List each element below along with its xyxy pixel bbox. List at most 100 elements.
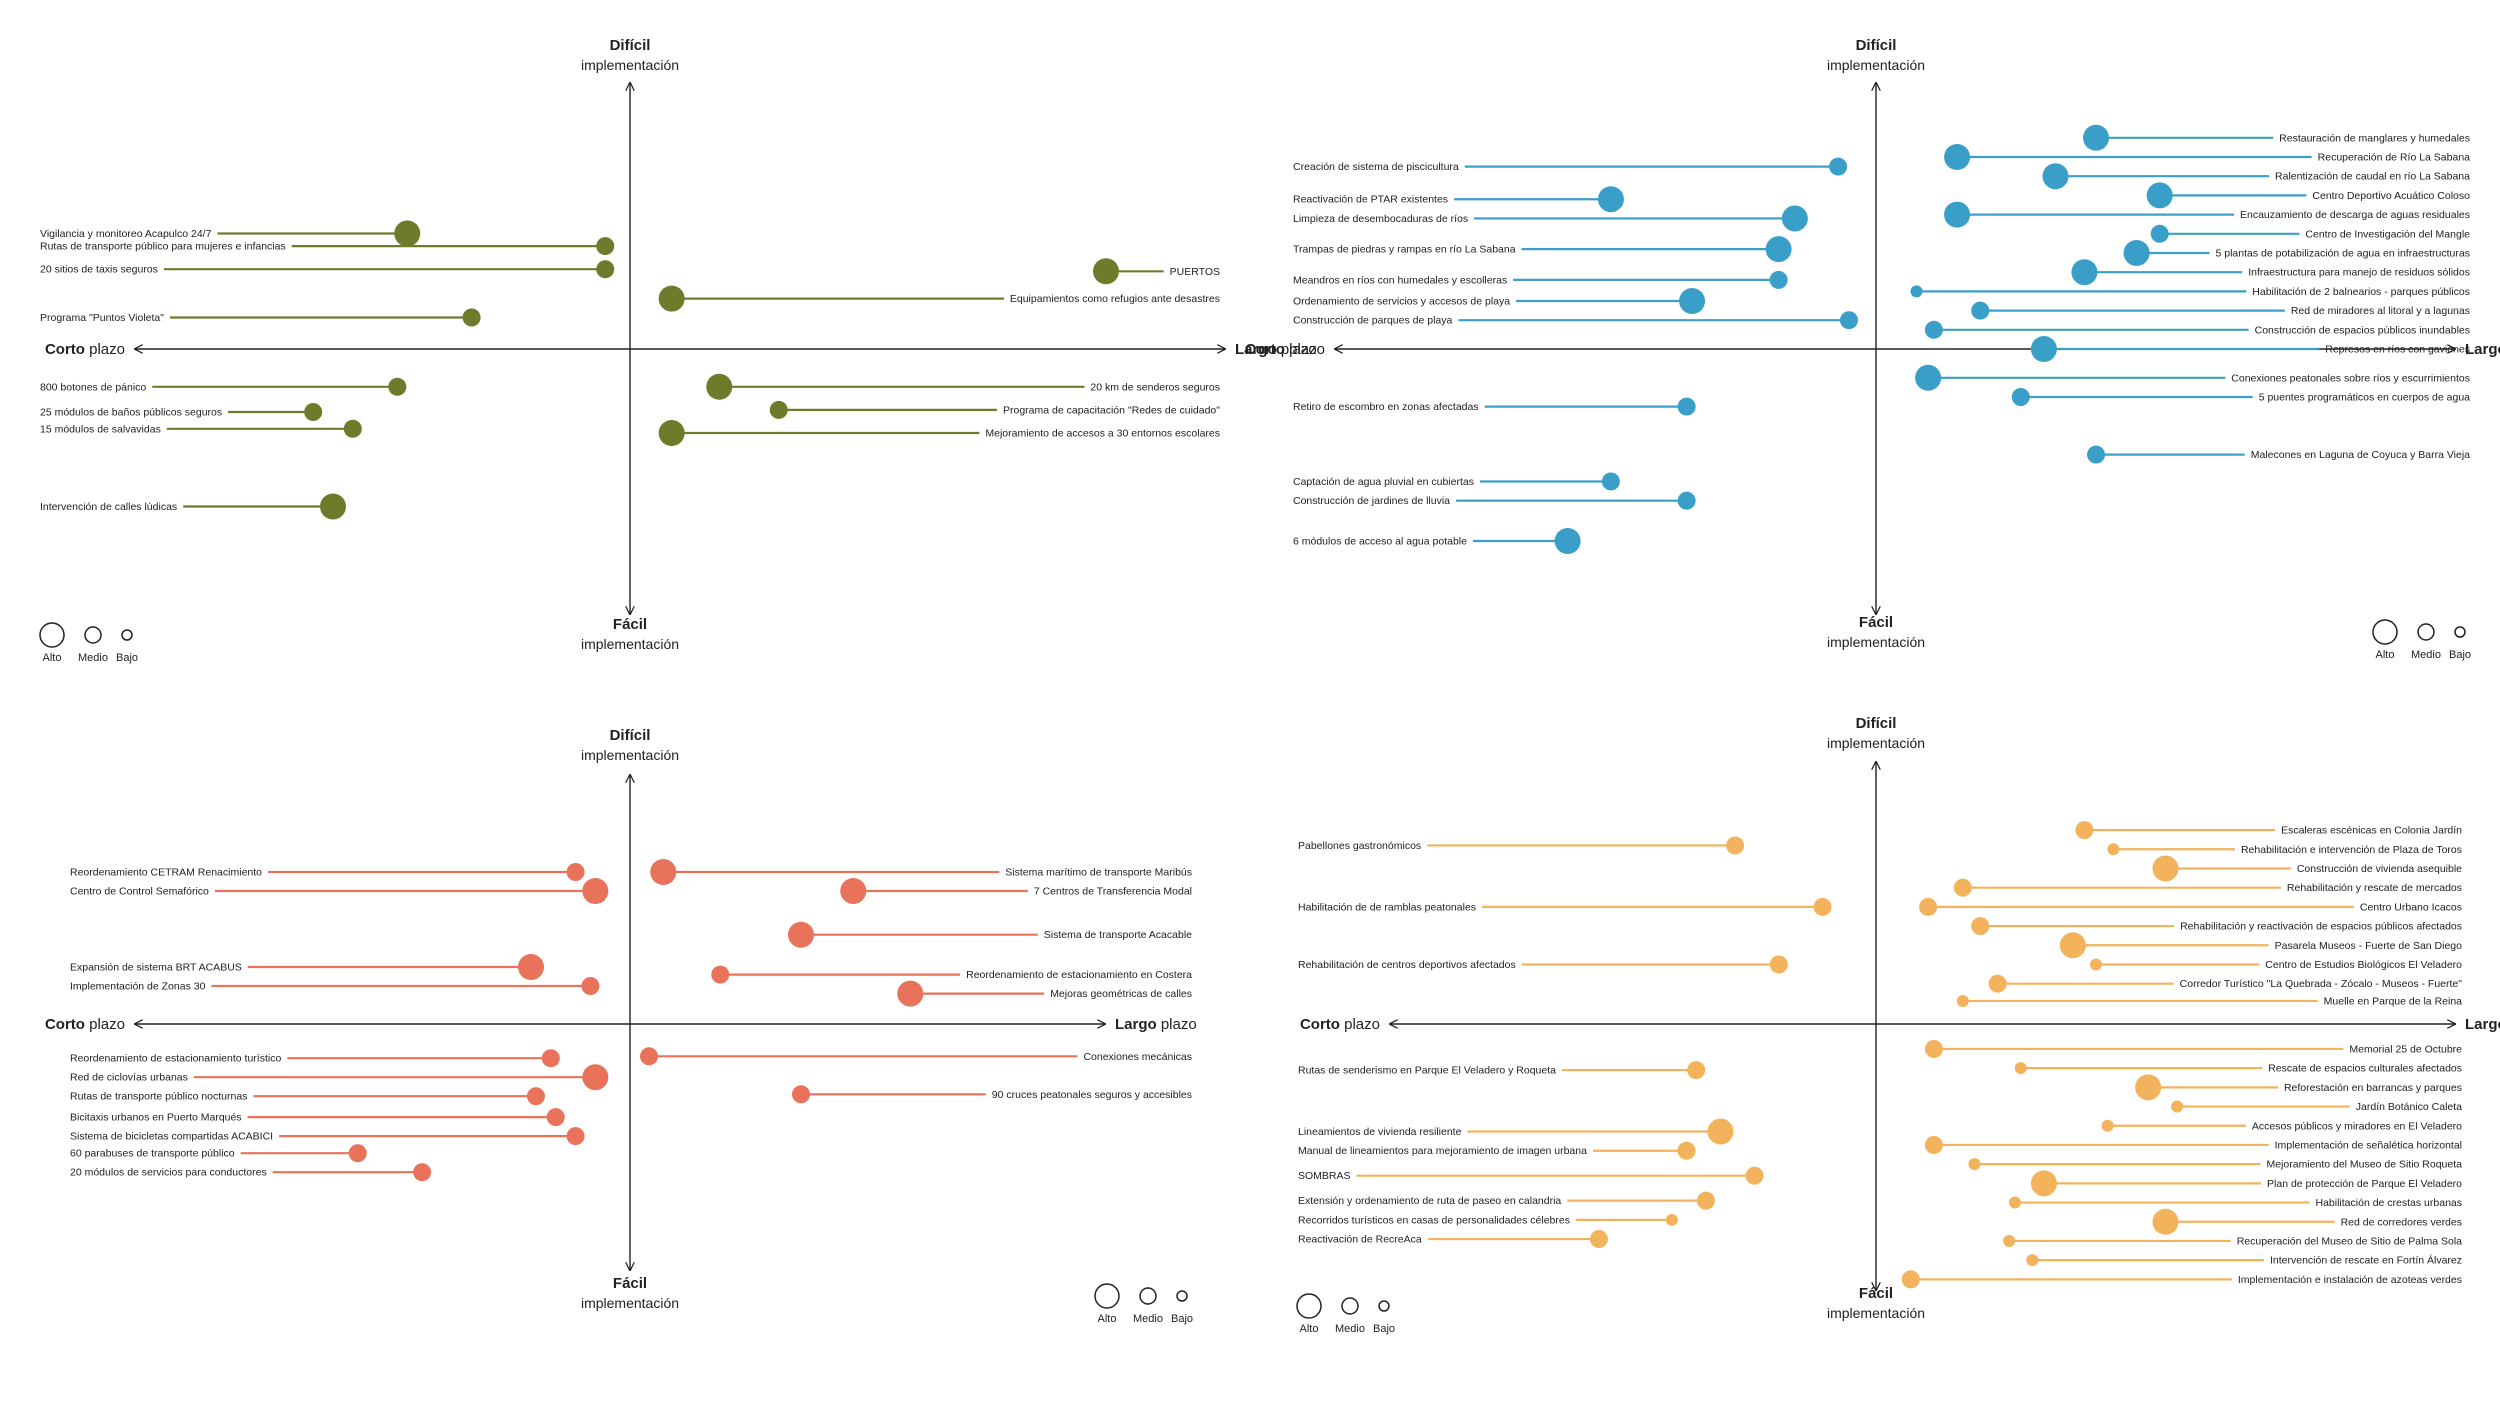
chart-panel-verde: Difícil implementación Fácil implementación… [39, 37, 1317, 664]
impact-bubble-medio [1924, 1039, 1943, 1058]
initiative-label: 800 botones de pánico [40, 381, 146, 393]
initiative-label: Centro Deportivo Acuático Coloso [2312, 190, 2470, 202]
axis-label-top: Difícil [610, 727, 651, 744]
initiative-label: Rutas de senderismo en Parque El Velader… [1298, 1065, 1556, 1077]
axis-label-left: Corto plazo [1245, 341, 1325, 358]
initiative-item: Ordenamiento de servicios y accesos de p… [1293, 288, 1706, 314]
initiative-item: Pasarela Museos - Fuerte de San Diego [2059, 932, 2462, 959]
initiative-label: Centro Urbano Icacos [2360, 901, 2462, 913]
initiative-label: 25 módulos de baños públicos seguros [40, 407, 222, 419]
initiative-label: Sistema marítimo de transporte Maribús [1005, 867, 1192, 879]
initiative-item: Reordenamiento de estacionamiento turíst… [70, 1049, 560, 1068]
initiative-item: Construcción de parques de playa [1293, 311, 1858, 330]
impact-bubble-alto [582, 1064, 609, 1091]
initiative-label: Meandros en ríos con humedales y escolle… [1293, 274, 1507, 286]
axis-label-left: Corto plazo [45, 341, 125, 358]
impact-bubble-medio [388, 377, 407, 396]
initiative-item: Centro Urbano Icacos [1919, 897, 2462, 916]
impact-bubble-alto [1707, 1118, 1734, 1145]
initiative-label: Rehabilitación de centros deportivos afe… [1298, 959, 1516, 971]
initiative-item: Implementación de Zonas 30 [70, 977, 600, 995]
legend-label: Alto [1300, 1323, 1319, 1335]
impact-bubble-medio [596, 237, 615, 256]
impact-bubble-bajo [2090, 958, 2103, 971]
initiative-label: Escaleras escénicas en Colonia Jardín [2281, 825, 2462, 837]
initiative-label: Memorial 25 de Octubre [2349, 1043, 2462, 1055]
legend-circle-alto [2372, 619, 2398, 645]
impact-bubble-bajo [2101, 1119, 2114, 1132]
initiative-item: Programa de capacitación "Redes de cuida… [769, 400, 1220, 419]
legend-label: Alto [2376, 649, 2395, 661]
initiative-label: 15 módulos de salvavidas [40, 423, 161, 435]
initiative-item: Construcción de jardines de lluvia [1293, 491, 1696, 510]
initiative-item: Recuperación de Río La Sabana [1944, 144, 2470, 170]
impact-bubble-alto [658, 285, 685, 312]
initiative-item: Habilitación de 2 balnearios - parques p… [1910, 285, 2470, 298]
impact-bubble-medio [1601, 472, 1620, 491]
initiative-item: Sistema de bicicletas compartidas ACABIC… [70, 1127, 585, 1146]
initiative-label: Red de corredores verdes [2341, 1216, 2462, 1228]
initiative-item: Lineamientos de vivienda resiliente [1298, 1118, 1734, 1145]
initiative-label: Reactivación de RecreAca [1298, 1234, 1422, 1246]
initiative-label: Mejoramiento de accesos a 30 entornos es… [985, 428, 1220, 440]
impact-bubble-bajo [2008, 1196, 2021, 1209]
legend-circle-medio [1139, 1287, 1157, 1305]
impact-bubble-medio [1971, 301, 1990, 320]
impact-bubble-medio [1745, 1166, 1764, 1185]
initiative-item: Creación de sistema de piscicultura [1293, 157, 1848, 176]
initiative-label: Pabellones gastronómicos [1298, 840, 1421, 852]
impact-bubble-medio [1589, 1230, 1608, 1249]
initiative-label: Habilitación de 2 balnearios - parques p… [2252, 286, 2470, 298]
initiative-item: Reactivación de RecreAca [1298, 1230, 1608, 1249]
initiative-label: Intervención de calles lúdicas [40, 501, 177, 513]
initiative-label: Rutas de transporte público para mujeres… [40, 241, 286, 253]
axis-sublabel-bottom: implementación [1827, 634, 1925, 650]
initiative-item: Reordenamiento de estacionamiento en Cos… [711, 965, 1192, 984]
impact-bubble-medio [348, 1144, 367, 1163]
initiative-label: 20 módulos de servicios para conductores [70, 1167, 267, 1179]
initiative-label: Centro de Estudios Biológicos El Velader… [2265, 959, 2462, 971]
initiative-label: Ralentización de caudal en río La Sabana [2275, 171, 2470, 183]
impact-bubble-medio [566, 863, 585, 881]
initiative-item: Centro de Investigación del Mangle [2150, 224, 2470, 243]
initiative-item: Mejoramiento de accesos a 30 entornos es… [658, 420, 1220, 446]
legend-circle-alto [39, 622, 65, 648]
initiative-item: Represos en ríos con gaviones [2030, 336, 2470, 362]
impact-bubble-alto [1765, 236, 1792, 263]
initiative-label: Rehabilitación y rescate de mercados [2287, 882, 2462, 894]
initiative-item: Habilitación de crestas urbanas [2008, 1196, 2462, 1209]
initiative-item: Reforestación en barrancas y parques [2135, 1074, 2462, 1101]
initiative-item: 15 módulos de salvavidas [40, 419, 362, 438]
impact-bubble-alto [897, 980, 924, 1007]
initiative-label: Reforestación en barrancas y parques [2284, 1082, 2462, 1094]
axis-label-top: Difícil [1856, 37, 1897, 54]
initiative-item: Reactivación de PTAR existentes [1293, 186, 1624, 213]
initiative-item: Vigilancia y monitoreo Acapulco 24/7 [40, 220, 421, 247]
initiative-item: Intervención de rescate en Fortín Álvare… [2026, 1254, 2462, 1267]
impact-bubble-medio [596, 260, 615, 279]
impact-bubble-alto [2123, 240, 2150, 266]
initiative-item: Encauzamiento de descarga de aguas resid… [1944, 201, 2470, 228]
impact-bubble-medio [1901, 1270, 1920, 1289]
impact-bubble-alto [2042, 163, 2069, 190]
initiative-item: Limpieza de desembocaduras de ríos [1293, 205, 1808, 232]
initiative-label: Muelle en Parque de la Reina [2324, 995, 2463, 1007]
impact-bubble-alto [582, 878, 609, 904]
initiative-item: 5 puentes programáticos en cuerpos de ag… [2011, 388, 2470, 406]
legend-label: Alto [1098, 1313, 1117, 1325]
initiative-item: 6 módulos de acceso al agua potable [1293, 528, 1581, 554]
initiative-item: Extensión y ordenamiento de ruta de pase… [1298, 1191, 1715, 1210]
initiative-item: Retiro de escombro en zonas afectadas [1293, 397, 1696, 416]
impact-bubble-alto [788, 921, 814, 948]
initiative-item: PUERTOS [1093, 258, 1220, 285]
legend-label: Medio [1133, 1313, 1163, 1325]
impact-bubble-medio [2087, 445, 2106, 464]
initiative-item: Construcción de vivienda asequible [2152, 855, 2462, 882]
initiative-label: Manual de lineamientos para mejoramiento… [1298, 1145, 1587, 1157]
impact-bubble-bajo [2003, 1234, 2016, 1247]
impact-bubble-alto [2071, 259, 2098, 286]
initiative-item: Corredor Turístico "La Quebrada - Zócalo… [1988, 974, 2463, 993]
initiative-label: Centro de Investigación del Mangle [2305, 228, 2470, 240]
impact-bubble-medio [2011, 388, 2030, 406]
initiative-label: Corredor Turístico "La Quebrada - Zócalo… [2180, 978, 2463, 990]
